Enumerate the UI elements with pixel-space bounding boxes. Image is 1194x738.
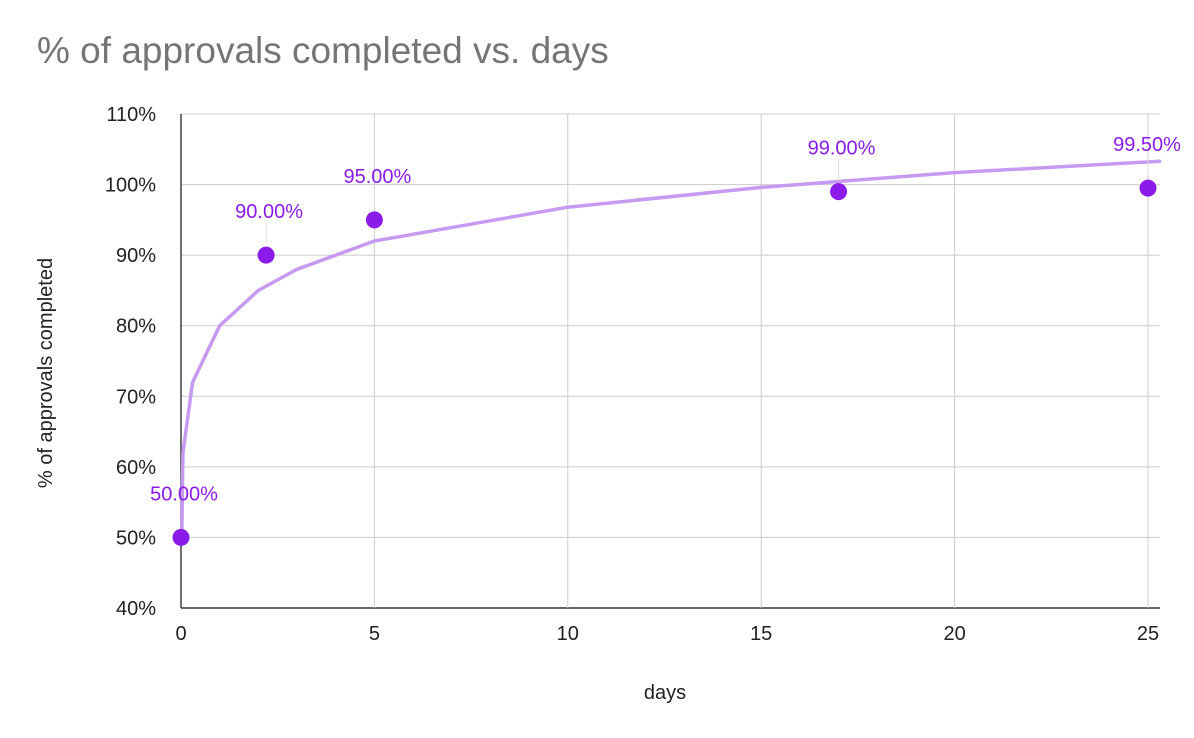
y-tick-label: 100% xyxy=(105,175,156,197)
y-tick-label: 110% xyxy=(106,104,156,126)
data-labels: 50.00% 90.00% 95.00% 99.00% 99.50% xyxy=(150,134,1181,505)
trendline xyxy=(180,159,1162,540)
x-tick-label: 0 xyxy=(175,623,186,645)
data-point xyxy=(1139,179,1157,197)
y-tick-label: 50% xyxy=(116,527,156,549)
y-axis-title: % of approvals completed xyxy=(35,258,57,488)
x-tick-label: 25 xyxy=(1137,623,1159,645)
x-tick-label: 5 xyxy=(369,623,380,645)
y-tick-label: 40% xyxy=(116,598,156,620)
data-points xyxy=(172,179,1157,546)
data-label: 95.00% xyxy=(343,166,411,188)
data-point xyxy=(257,246,275,264)
x-tick-label: 10 xyxy=(557,623,579,645)
chart-title: % of approvals completed vs. days xyxy=(37,30,609,71)
grid xyxy=(180,113,1160,609)
x-tick-label: 15 xyxy=(750,623,772,645)
y-tick-label: 60% xyxy=(116,457,156,479)
tick-labels: 40% 50% 60% 70% 80% 90% 100% 110% 0 5 10 15 20 25 xyxy=(105,104,1159,645)
y-tick-label: 70% xyxy=(116,386,156,408)
data-label: 50.00% xyxy=(150,483,218,505)
y-tick-label: 90% xyxy=(116,245,156,267)
x-tick-label: 20 xyxy=(943,623,965,645)
data-point xyxy=(365,211,383,229)
y-tick-label: 80% xyxy=(116,316,156,338)
x-axis-title: days xyxy=(644,682,686,704)
data-label: 90.00% xyxy=(235,201,303,223)
data-point xyxy=(172,528,190,546)
data-label: 99.00% xyxy=(808,138,876,160)
data-label: 99.50% xyxy=(1113,134,1181,156)
trendline-layer xyxy=(180,159,1162,540)
data-point xyxy=(830,183,848,201)
